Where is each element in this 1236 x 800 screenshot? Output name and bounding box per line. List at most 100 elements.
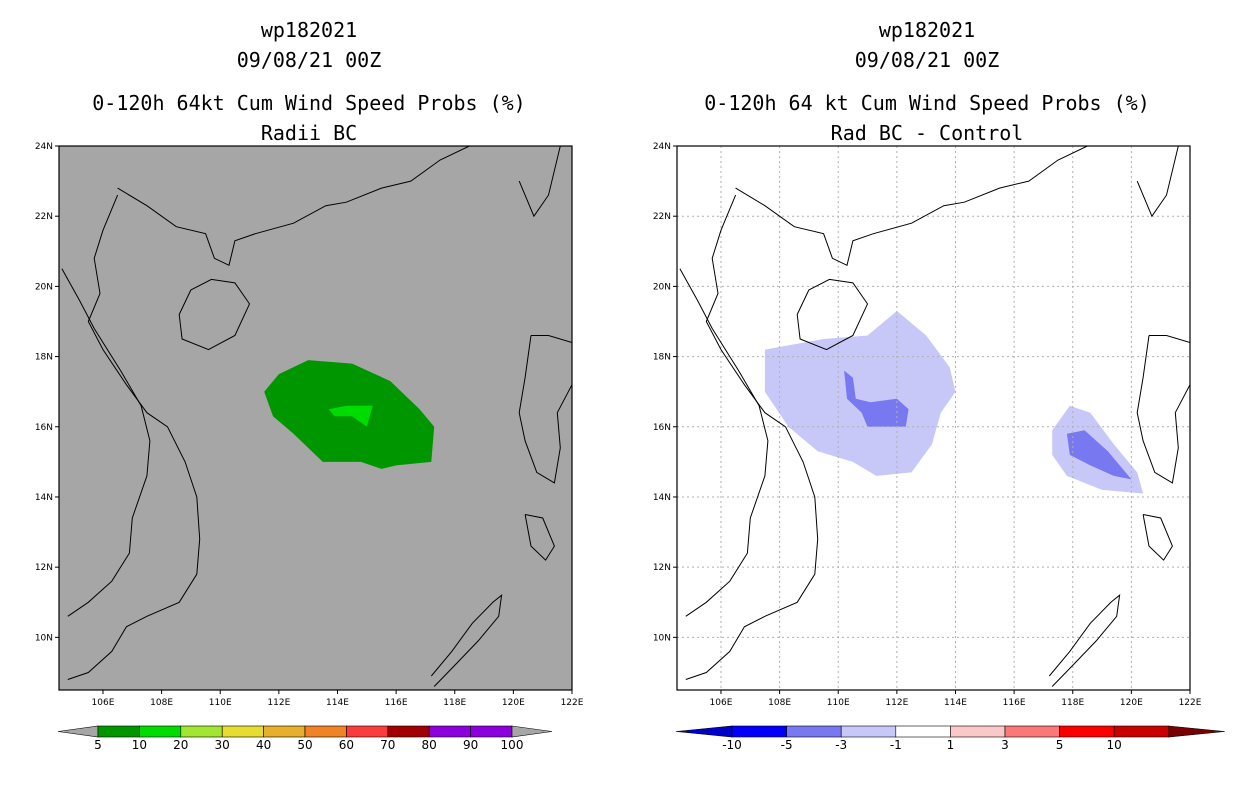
y-tick-label: 18N xyxy=(653,353,671,363)
colorbar-label: -3 xyxy=(835,738,847,752)
colorbar-swatch xyxy=(1113,725,1170,738)
colorbar-arrow-right xyxy=(1168,725,1225,738)
y-tick-label: 20N xyxy=(35,282,53,292)
colorbar-label: -1 xyxy=(890,738,902,752)
colorbar-label: 20 xyxy=(173,738,188,752)
colorbar-label: 100 xyxy=(501,738,524,752)
colorbar-label: 5 xyxy=(94,738,102,752)
colorbar-label: -5 xyxy=(781,738,793,752)
x-tick-label: 120E xyxy=(1120,698,1143,708)
map-frame xyxy=(58,145,573,691)
y-tick-label: 10N xyxy=(35,633,53,643)
y-tick-label: 12N xyxy=(653,563,671,573)
x-tick-label: 110E xyxy=(827,698,850,708)
x-tick-label: 106E xyxy=(92,698,115,708)
coastline xyxy=(61,268,151,617)
colorbar-swatch xyxy=(731,725,787,738)
storm-id: wp182021 xyxy=(878,18,976,42)
x-tick-label: 118E xyxy=(1061,698,1084,708)
colorbar-label: 10 xyxy=(132,738,147,752)
chart-subtitle: Radii BC xyxy=(260,121,358,145)
coastline xyxy=(679,268,769,617)
colorbar-label: 30 xyxy=(215,738,230,752)
x-tick-label: 118E xyxy=(443,698,466,708)
contour--5-to-3 xyxy=(844,370,909,427)
y-tick-label: 14N xyxy=(653,493,671,503)
colorbar-swatch xyxy=(387,725,430,738)
x-tick-label: 122E xyxy=(1179,698,1202,708)
coastline xyxy=(524,514,555,561)
left-panel: wp182021 09/08/21 00Z 0-120h 64kt Cum Wi… xyxy=(35,18,584,752)
coastline xyxy=(1142,514,1173,561)
chart-title: 0-120h 64 kt Cum Wind Speed Probs (%) xyxy=(704,91,1150,115)
forecast-time: 09/08/21 00Z xyxy=(854,48,1000,72)
y-tick-label: 12N xyxy=(35,563,53,573)
coastline xyxy=(735,146,1089,267)
storm-id: wp182021 xyxy=(260,18,358,42)
contour--3-to-1 xyxy=(764,311,956,476)
y-tick-label: 14N xyxy=(35,493,53,503)
coastline xyxy=(430,594,503,687)
coastline xyxy=(1048,594,1121,687)
right-map: 106E 108E 110E 112E 114E 116E 118E 120E 122E 24N 2… xyxy=(653,142,1225,752)
colorbar-arrow-left xyxy=(675,725,733,738)
colorbar-swatch xyxy=(950,725,1006,738)
colorbar-swatch xyxy=(346,725,389,738)
x-tick-label: 106E xyxy=(710,698,733,708)
coastline xyxy=(796,278,869,351)
coastline xyxy=(518,335,572,484)
left-map: 106E 108E 110E 112E 114E 116E 118E 120E 122E 24N 2… xyxy=(35,142,584,752)
colorbar-swatch xyxy=(1004,725,1060,738)
colorbar-swatch xyxy=(895,725,951,738)
contour-10-20- xyxy=(328,405,373,427)
x-tick-label: 122E xyxy=(561,698,584,708)
y-tick-label: 18N xyxy=(35,353,53,363)
chart-title: 0-120h 64kt Cum Wind Speed Probs (%) xyxy=(92,91,526,115)
x-tick-label: 114E xyxy=(944,698,967,708)
chart-subtitle: Rad BC - Control xyxy=(830,121,1024,145)
colorbar-swatch xyxy=(1059,725,1115,738)
coastline xyxy=(518,146,561,218)
map-frame xyxy=(676,145,1191,691)
x-tick-label: 108E xyxy=(150,698,173,708)
colorbar-label: 70 xyxy=(380,738,395,752)
colorbar-arrow-right xyxy=(511,725,553,738)
y-tick-label: 16N xyxy=(653,423,671,433)
y-tick-label: 10N xyxy=(653,633,671,643)
colorbar-swatch xyxy=(263,725,306,738)
y-tick-label: 22N xyxy=(653,212,671,222)
colorbar-label: 60 xyxy=(339,738,354,752)
coastline xyxy=(1136,335,1190,484)
colorbar-swatch xyxy=(139,725,182,738)
colorbar-swatch xyxy=(97,725,140,738)
x-tick-label: 110E xyxy=(209,698,232,708)
x-tick-label: 116E xyxy=(1003,698,1026,708)
x-tick-label: 120E xyxy=(502,698,525,708)
colorbar-label: 50 xyxy=(297,738,312,752)
coastline xyxy=(67,194,201,680)
x-tick-label: 112E xyxy=(885,698,908,708)
colorbar-swatch xyxy=(840,725,897,738)
coastline xyxy=(178,278,251,351)
contour--5-to-3 xyxy=(1066,430,1132,480)
colorbar-swatch xyxy=(470,725,513,738)
colorbar-swatch xyxy=(786,725,842,738)
right-panel: wp182021 09/08/21 00Z 0-120h 64 kt Cum W… xyxy=(618,0,1236,800)
colorbar-arrow-left xyxy=(57,725,99,738)
x-tick-label: 108E xyxy=(768,698,791,708)
colorbar-swatch xyxy=(428,725,471,738)
colorbar-label: 1 xyxy=(947,738,955,752)
colorbar-label: 3 xyxy=(1001,738,1009,752)
colorbar-swatch xyxy=(304,725,347,738)
x-tick-label: 114E xyxy=(326,698,349,708)
x-tick-label: 116E xyxy=(385,698,408,708)
colorbar-label: 10 xyxy=(1107,738,1122,752)
y-tick-label: 16N xyxy=(35,423,53,433)
colorbar-swatch xyxy=(221,725,264,738)
coastline xyxy=(685,194,819,680)
y-tick-label: 20N xyxy=(653,282,671,292)
coastline xyxy=(117,146,471,267)
colorbar-label: 40 xyxy=(256,738,271,752)
y-tick-label: 24N xyxy=(653,142,671,152)
x-tick-label: 112E xyxy=(267,698,290,708)
